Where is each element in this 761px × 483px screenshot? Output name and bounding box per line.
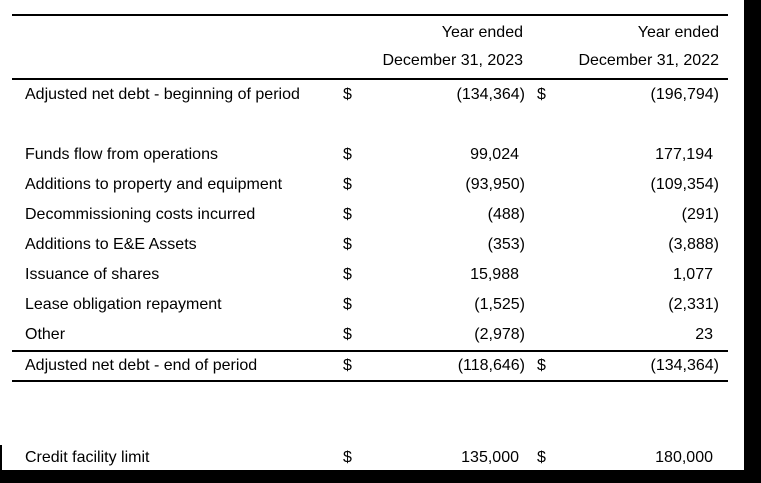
column-header-2022: Year ended December 31, 2022 (527, 19, 728, 75)
value-2023: 15,988 (470, 266, 519, 283)
row-label: Lease obligation repayment (25, 296, 222, 313)
table-row: Lease obligation repayment $ (1,525) (2,331… (12, 290, 728, 320)
value-2022: 180,000 (655, 449, 713, 466)
value-2023: 99,024 (470, 146, 519, 163)
currency-symbol-2023: $ (343, 146, 352, 163)
table-row: Other $ (2,978) 23 (12, 320, 728, 350)
value-2023: 135,000 (461, 449, 519, 466)
table-row: Decommissioning costs incurred $ (488) (291… (12, 200, 728, 230)
row-label: Additions to property and equipment (25, 176, 283, 193)
currency-symbol-2022: $ (537, 449, 546, 466)
blank-row (12, 110, 728, 140)
row-label: Additions to E&E Assets (25, 236, 197, 253)
value-2022: (291) (681, 206, 719, 223)
value-2023: (353) (487, 236, 525, 253)
currency-symbol-2023: $ (343, 326, 352, 343)
table-row: Adjusted net debt - beginning of period $… (12, 80, 728, 110)
table-row: Adjusted net debt - end of period $ (118,6… (12, 350, 728, 382)
table-row: Additions to E&E Assets $ (353) (3,888) (12, 230, 728, 260)
value-2022: (3,888) (668, 236, 719, 253)
value-2022: (134,364) (650, 357, 720, 374)
row-label: Credit facility limit (25, 449, 150, 466)
value-2023: (2,978) (474, 326, 525, 343)
frame-right-border (744, 0, 761, 483)
table-header-row: Year ended December 31, 2023 Year ended … (12, 16, 728, 80)
column-header-2022-line1: Year ended (637, 24, 719, 41)
row-label: Issuance of shares (25, 266, 160, 283)
row-label: Funds flow from operations (25, 146, 218, 163)
frame-left-border-notch (0, 445, 2, 470)
value-2022: (2,331) (668, 296, 719, 313)
currency-symbol-2022: $ (537, 86, 546, 103)
value-2023: (134,364) (456, 86, 526, 103)
currency-symbol-2023: $ (343, 176, 352, 193)
value-2023: (118,646) (457, 357, 525, 374)
row-label: Adjusted net debt - beginning of period (25, 86, 300, 103)
currency-symbol-2023: $ (343, 266, 352, 283)
currency-symbol-2023: $ (343, 206, 352, 223)
currency-symbol-2022: $ (537, 357, 546, 374)
value-2022: (196,794) (650, 86, 720, 103)
currency-symbol-2023: $ (343, 236, 352, 253)
table-row: Credit facility limit $135,000 $180,000 (12, 444, 728, 472)
value-2023: (488) (487, 206, 525, 223)
value-2023: (1,525) (474, 296, 525, 313)
table-row: Additions to property and equipment $ (93,… (12, 170, 728, 200)
value-2022: 23 (695, 326, 713, 343)
value-2022: (109,354) (650, 176, 720, 193)
row-label: Adjusted net debt - end of period (25, 357, 258, 374)
column-header-2023-line1: Year ended (441, 24, 523, 41)
value-2023: (93,950) (465, 176, 525, 193)
table-row: Funds flow from operations $99,024 177,194 (12, 140, 728, 170)
currency-symbol-2023: $ (343, 357, 352, 374)
net-debt-table: Year ended December 31, 2023 Year ended … (12, 14, 728, 472)
column-header-2022-line2: December 31, 2022 (578, 52, 719, 69)
row-label: Decommissioning costs incurred (25, 206, 256, 223)
column-header-2023-line2: December 31, 2023 (382, 52, 523, 69)
column-header-2023: Year ended December 31, 2023 (12, 19, 527, 75)
currency-symbol-2023: $ (343, 449, 352, 466)
currency-symbol-2023: $ (343, 86, 352, 103)
table-row: Issuance of shares $15,988 1,077 (12, 260, 728, 290)
table-body: Adjusted net debt - beginning of period $… (12, 80, 728, 472)
currency-symbol-2023: $ (343, 296, 352, 313)
frame-bottom-border (0, 470, 761, 483)
value-2022: 177,194 (655, 146, 713, 163)
value-2022: 1,077 (672, 266, 713, 283)
row-label: Other (25, 326, 66, 343)
